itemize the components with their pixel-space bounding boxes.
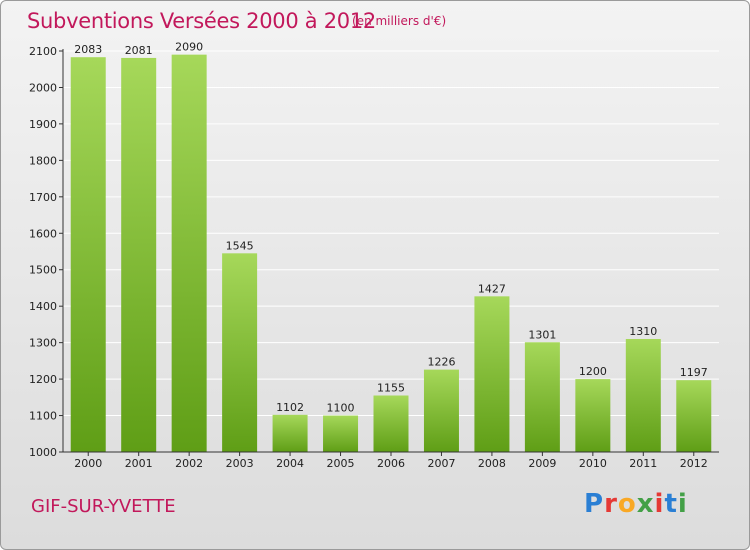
- bar: [70, 57, 106, 453]
- proxiti-logo: Proxiti: [584, 489, 688, 519]
- y-tick-label: 1000: [29, 446, 57, 459]
- logo-letter: i: [677, 489, 688, 519]
- y-tick-label: 1800: [29, 154, 57, 167]
- bar-value-label: 2083: [74, 43, 102, 56]
- bar: [625, 338, 661, 452]
- bar: [272, 414, 308, 452]
- bar: [323, 415, 359, 452]
- x-tick-label: 2010: [579, 457, 607, 470]
- x-tick-label: 2006: [377, 457, 405, 470]
- bar: [524, 342, 560, 452]
- y-tick-label: 1100: [29, 410, 57, 423]
- bar: [222, 253, 258, 452]
- bar-value-label: 1197: [680, 366, 708, 379]
- x-tick-label: 2000: [74, 457, 102, 470]
- x-tick-label: 2007: [427, 457, 455, 470]
- bar: [121, 57, 157, 453]
- x-tick-label: 2005: [327, 457, 355, 470]
- x-tick-label: 2002: [175, 457, 203, 470]
- bar-value-label: 2090: [175, 41, 203, 54]
- y-tick-label: 2000: [29, 81, 57, 94]
- x-tick-label: 2008: [478, 457, 506, 470]
- x-tick-label: 2001: [125, 457, 153, 470]
- logo-letter: t: [664, 489, 678, 519]
- bar-value-label: 1102: [276, 401, 304, 414]
- logo-letter: P: [584, 489, 605, 519]
- bar: [676, 380, 712, 452]
- bar-value-label: 1226: [427, 356, 455, 369]
- bar: [474, 296, 510, 452]
- y-axis: 1000 1100 1200 1300 1400 1500 1600 1700 1800 1900…: [29, 45, 64, 459]
- bar-value-label: 2081: [125, 44, 153, 57]
- bar: [423, 369, 459, 452]
- bar-value-label: 1155: [377, 381, 405, 394]
- chart-subtitle: (en milliers d'€): [352, 14, 447, 28]
- x-tick-label: 2004: [276, 457, 304, 470]
- y-tick-label: 2100: [29, 45, 57, 58]
- bar: [575, 379, 611, 452]
- x-tick-label: 2009: [528, 457, 556, 470]
- bars: 2083 2081 2090 1545 1102 1100 1155 1226 1427 1301…: [70, 41, 712, 453]
- y-tick-label: 1200: [29, 373, 57, 386]
- y-tick-label: 1300: [29, 337, 57, 350]
- bar-value-label: 1301: [528, 328, 556, 341]
- bar: [373, 395, 409, 452]
- y-tick-label: 1500: [29, 264, 57, 277]
- logo-letter: o: [617, 489, 637, 519]
- bar-value-label: 1200: [579, 365, 607, 378]
- y-tick-label: 1400: [29, 300, 57, 313]
- y-tick-label: 1900: [29, 118, 57, 131]
- x-tick-label: 2012: [680, 457, 708, 470]
- y-tick-label: 1700: [29, 191, 57, 204]
- city-name: GIF-SUR-YVETTE: [31, 496, 176, 517]
- y-tick-label: 1600: [29, 227, 57, 240]
- bar-value-label: 1427: [478, 282, 506, 295]
- bar-value-label: 1100: [327, 402, 355, 415]
- x-tick-label: 2011: [629, 457, 657, 470]
- logo-letter: i: [654, 489, 665, 519]
- chart-title: Subventions Versées 2000 à 2012: [27, 9, 376, 33]
- x-tick-label: 2003: [226, 457, 254, 470]
- logo-letter: r: [604, 489, 618, 519]
- logo-letter: x: [636, 489, 655, 519]
- x-axis: 2000 2001 2002 2003 2004 2005 2006 2007 2008 2009…: [63, 451, 719, 470]
- bar-value-label: 1310: [629, 325, 657, 338]
- bar-value-label: 1545: [226, 239, 254, 252]
- bar: [171, 54, 207, 453]
